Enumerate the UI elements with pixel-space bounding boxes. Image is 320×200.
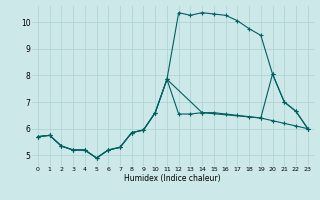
X-axis label: Humidex (Indice chaleur): Humidex (Indice chaleur) <box>124 174 221 183</box>
